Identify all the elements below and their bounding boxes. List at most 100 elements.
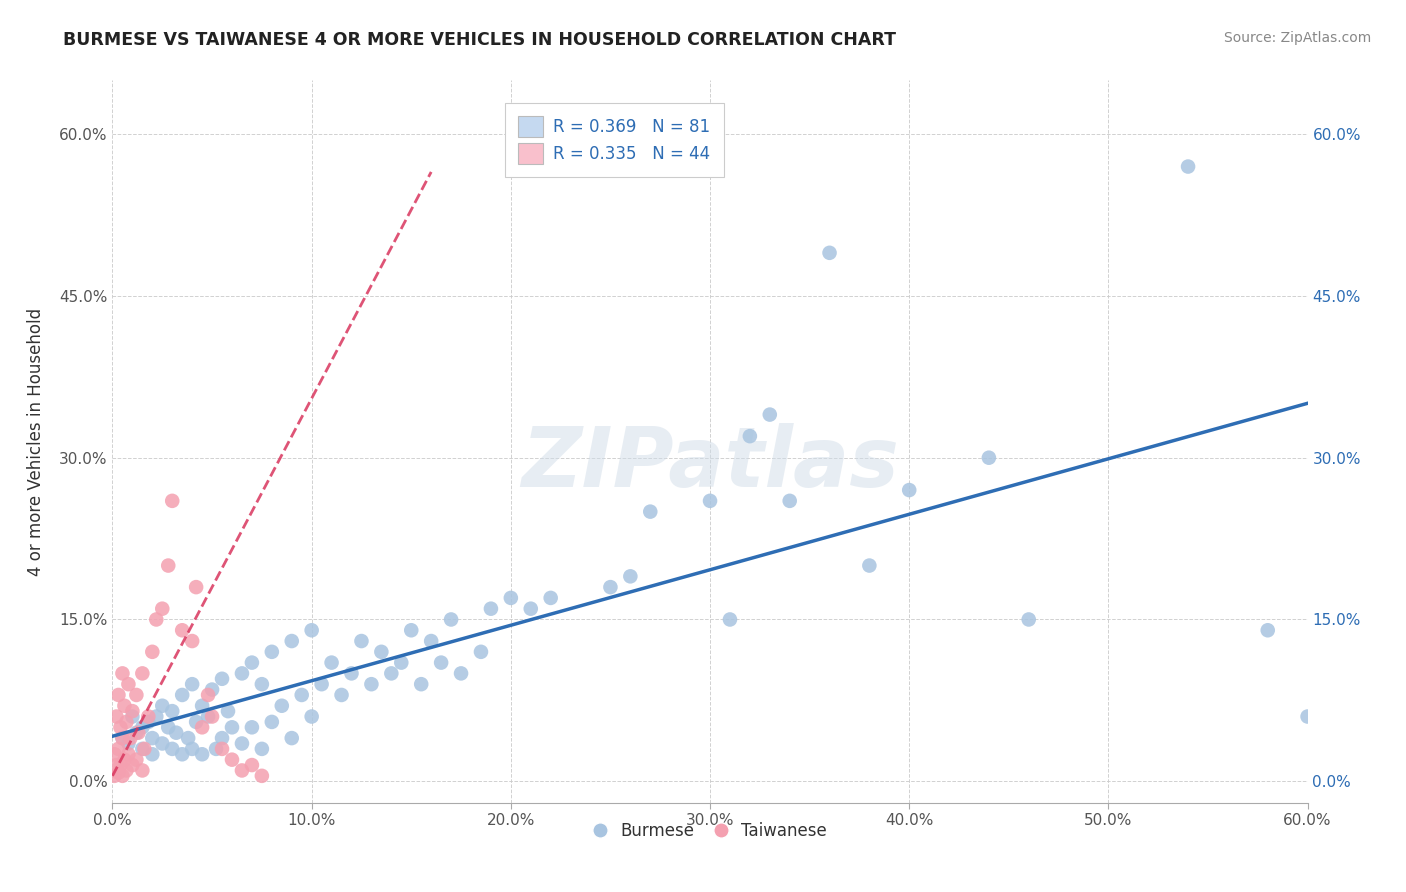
Point [197,709,219,723]
Point [231,737,253,751]
Point [114,753,135,767]
Point [240,758,263,772]
Point [221,720,243,734]
Point [360,677,382,691]
Point [107,688,129,702]
Text: ZIPatlas: ZIPatlas [522,423,898,504]
Point [191,698,214,713]
Point [181,677,204,691]
Point [125,753,148,767]
Point [110,758,132,772]
Point [240,720,263,734]
Point [121,758,143,772]
Point [291,688,314,702]
Point [1296,709,1319,723]
Point [250,677,273,691]
Point [440,612,463,626]
Point [450,666,472,681]
Point [111,731,134,745]
Point [145,612,167,626]
Point [134,742,156,756]
Point [270,698,292,713]
Point [201,709,224,723]
Point [301,624,323,638]
Point [321,656,343,670]
Point [117,747,139,762]
Point [858,558,880,573]
Point [1177,160,1199,174]
Point [121,704,143,718]
Text: Source: ZipAtlas.com: Source: ZipAtlas.com [1223,31,1371,45]
Point [599,580,621,594]
Point [205,742,228,756]
Point [430,656,453,670]
Point [370,645,392,659]
Point [420,634,443,648]
Point [619,569,641,583]
Point [1257,624,1279,638]
Point [107,742,129,756]
Point [211,672,233,686]
Point [380,666,402,681]
Point [281,634,304,648]
Legend: Burmese, Taiwanese: Burmese, Taiwanese [586,815,834,847]
Point [162,493,183,508]
Point [131,666,153,681]
Point [172,688,194,702]
Point [131,764,153,778]
Point [150,698,173,713]
Point [191,720,214,734]
Point [162,704,183,718]
Point [117,737,139,751]
Point [640,505,662,519]
Point [340,666,363,681]
Point [250,769,273,783]
Text: BURMESE VS TAIWANESE 4 OR MORE VEHICLES IN HOUSEHOLD CORRELATION CHART: BURMESE VS TAIWANESE 4 OR MORE VEHICLES … [63,31,896,49]
Point [103,769,125,783]
Point [127,725,149,739]
Point [281,731,304,745]
Point [211,731,233,745]
Point [240,656,263,670]
Point [115,764,138,778]
Point [350,634,373,648]
Point [330,688,353,702]
Point [110,720,132,734]
Point [141,747,163,762]
Point [165,725,187,739]
Point [260,714,283,729]
Point [172,747,194,762]
Point [217,704,239,718]
Point [120,731,142,745]
Point [177,731,200,745]
Point [197,688,219,702]
Point [401,624,423,638]
Point [301,709,323,723]
Point [186,580,208,594]
Point [111,666,134,681]
Y-axis label: 4 or more Vehicles in Household: 4 or more Vehicles in Household [27,308,45,575]
Point [540,591,562,605]
Point [150,737,173,751]
Point [105,709,128,723]
Point [114,698,135,713]
Point [157,558,180,573]
Point [141,731,163,745]
Point [231,764,253,778]
Point [818,245,841,260]
Point [111,731,134,745]
Point [759,408,782,422]
Point [131,742,153,756]
Point [260,645,283,659]
Point [131,720,153,734]
Point [699,493,721,508]
Point [138,709,160,723]
Point [470,645,492,659]
Point [191,747,214,762]
Point [779,493,801,508]
Point [105,758,128,772]
Point [311,677,333,691]
Point [150,601,173,615]
Point [898,483,921,497]
Point [117,677,139,691]
